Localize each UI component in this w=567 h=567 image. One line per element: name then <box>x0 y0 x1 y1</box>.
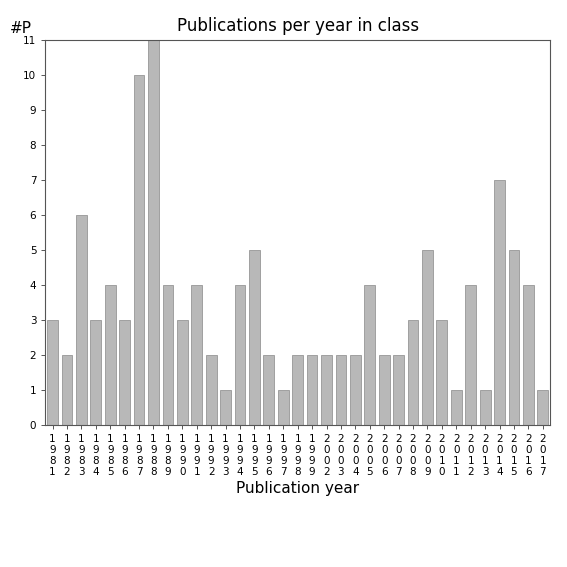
Bar <box>177 320 188 425</box>
Bar <box>437 320 447 425</box>
Bar <box>466 285 476 425</box>
Title: Publications per year in class: Publications per year in class <box>176 18 419 35</box>
Bar <box>220 390 231 425</box>
Bar <box>379 355 390 425</box>
X-axis label: Publication year: Publication year <box>236 481 359 496</box>
Bar <box>134 75 145 425</box>
Bar <box>62 355 73 425</box>
Bar <box>365 285 375 425</box>
Bar <box>480 390 490 425</box>
Bar <box>393 355 404 425</box>
Bar <box>249 250 260 425</box>
Bar <box>119 320 130 425</box>
Bar <box>235 285 246 425</box>
Bar <box>408 320 418 425</box>
Bar <box>76 215 87 425</box>
Bar <box>191 285 202 425</box>
Bar <box>47 320 58 425</box>
Bar <box>494 180 505 425</box>
Bar <box>90 320 101 425</box>
Bar <box>509 250 519 425</box>
Text: #P: #P <box>10 21 32 36</box>
Bar <box>163 285 174 425</box>
Bar <box>350 355 361 425</box>
Bar <box>105 285 116 425</box>
Bar <box>206 355 217 425</box>
Bar <box>523 285 534 425</box>
Bar <box>278 390 289 425</box>
Bar <box>336 355 346 425</box>
Bar <box>321 355 332 425</box>
Bar <box>422 250 433 425</box>
Bar <box>451 390 462 425</box>
Bar <box>292 355 303 425</box>
Bar <box>538 390 548 425</box>
Bar <box>148 40 159 425</box>
Bar <box>307 355 318 425</box>
Bar <box>264 355 274 425</box>
